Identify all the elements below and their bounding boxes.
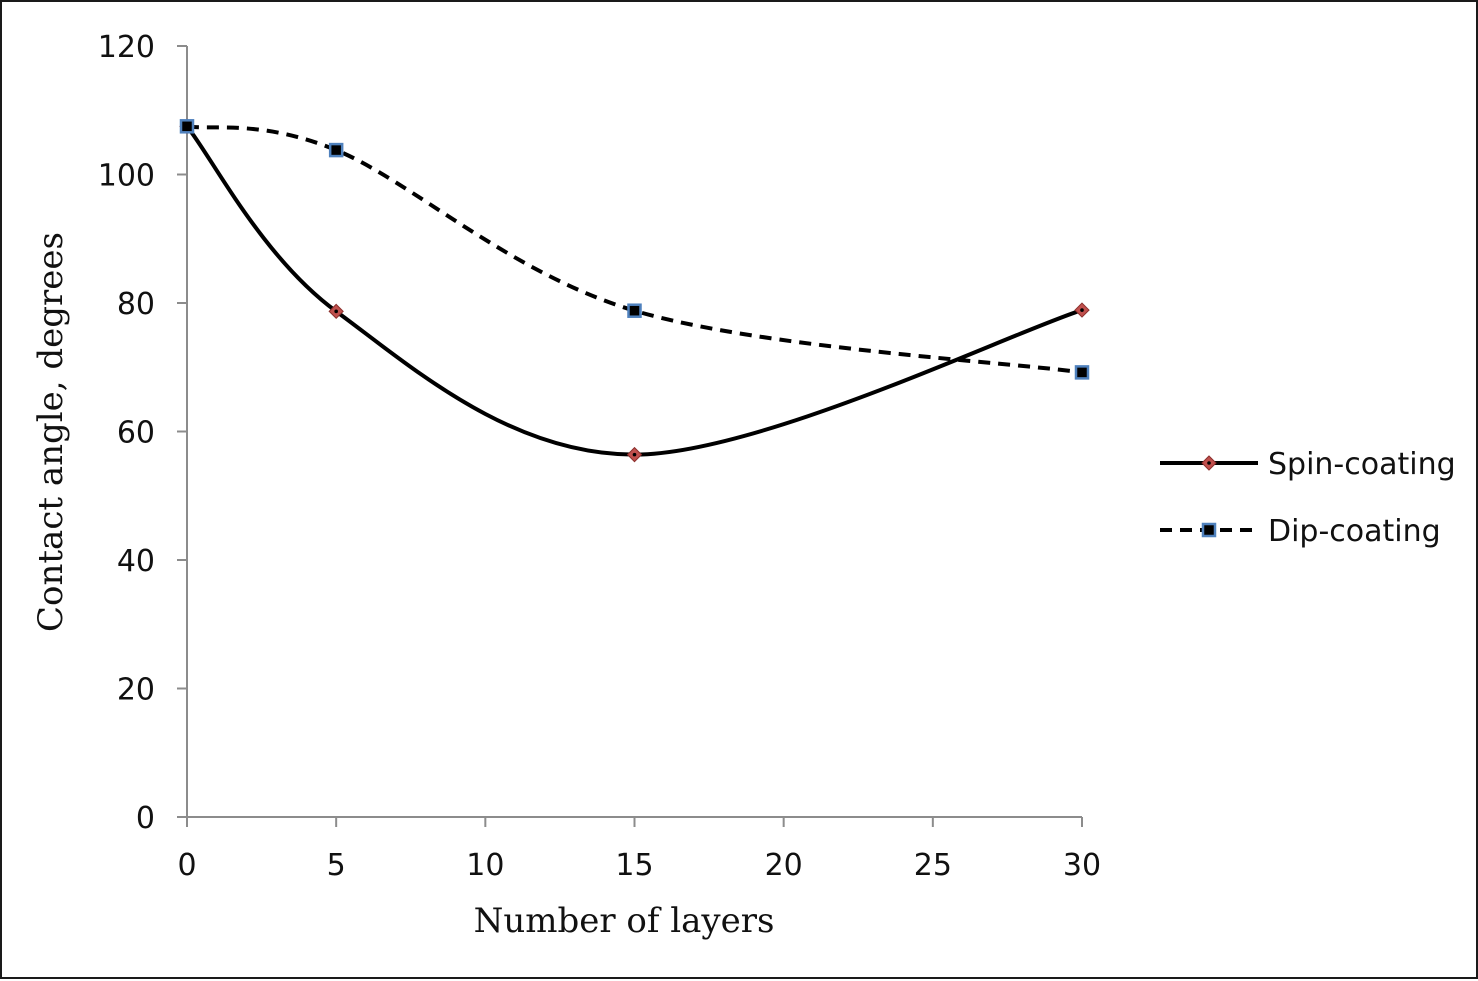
series-2-point bbox=[1074, 365, 1090, 380]
axes: 0 20 40 60 80 100 120 0 5 10 15 20 25 30 bbox=[98, 30, 1101, 883]
series-line-1 bbox=[185, 125, 1083, 457]
y-tick-label: 60 bbox=[117, 416, 155, 451]
x-tick-label: 15 bbox=[615, 848, 653, 883]
legend-label-1: Spin-coating bbox=[1268, 447, 1456, 482]
x-tick-label: 10 bbox=[466, 848, 504, 883]
series-1-point bbox=[328, 303, 344, 320]
series-2-point bbox=[627, 303, 642, 318]
series-1-point bbox=[1074, 302, 1090, 318]
series-2-point bbox=[179, 119, 195, 134]
y-tick-label: 0 bbox=[136, 801, 155, 836]
y-axis-title: Contact angle, degrees bbox=[31, 232, 71, 632]
plot-lines bbox=[185, 124, 1083, 457]
series-line-2 bbox=[186, 124, 1083, 375]
y-tick-label: 120 bbox=[98, 30, 155, 65]
y-tick-label: 40 bbox=[117, 544, 155, 579]
legend-marker-1 bbox=[1201, 455, 1217, 471]
y-tick-label: 80 bbox=[117, 287, 155, 322]
legend-marker-2 bbox=[1201, 522, 1217, 538]
y-tick-label: 100 bbox=[98, 159, 155, 194]
x-tick-label: 5 bbox=[327, 848, 346, 883]
series-1-point bbox=[626, 446, 643, 463]
series-2-point bbox=[328, 142, 344, 158]
y-tick-label: 20 bbox=[117, 673, 155, 708]
x-tick-label: 25 bbox=[914, 848, 952, 883]
x-tick-label: 20 bbox=[765, 848, 803, 883]
legend: Spin-coating Dip-coating bbox=[1160, 447, 1456, 549]
plot-markers bbox=[179, 118, 1090, 463]
x-tick-label: 30 bbox=[1063, 848, 1101, 883]
x-axis-title: Number of layers bbox=[474, 901, 775, 941]
x-tick-label: 0 bbox=[177, 848, 196, 883]
legend-label-2: Dip-coating bbox=[1268, 514, 1441, 549]
